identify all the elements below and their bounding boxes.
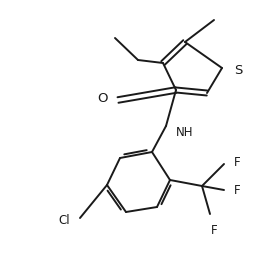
Text: F: F [234,155,241,168]
Text: F: F [211,224,217,237]
Text: S: S [234,63,242,76]
Text: O: O [97,91,108,104]
Text: NH: NH [176,125,193,138]
Text: F: F [234,183,241,196]
Text: Cl: Cl [58,214,70,227]
